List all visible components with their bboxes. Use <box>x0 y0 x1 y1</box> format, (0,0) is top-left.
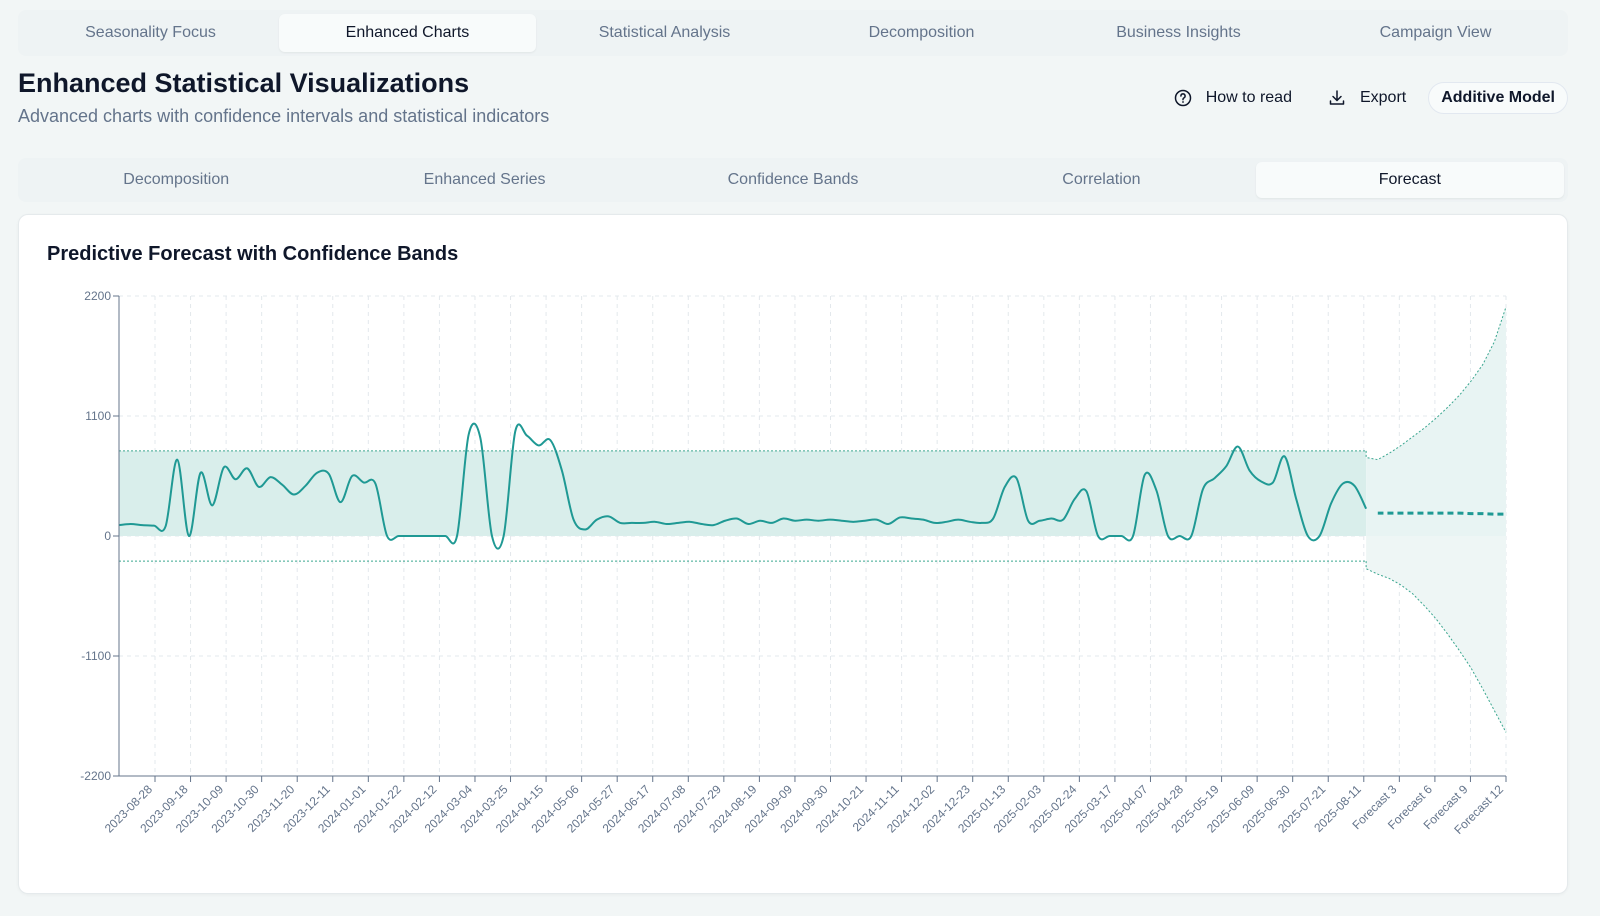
subtab-correlation[interactable]: Correlation <box>1062 171 1141 188</box>
subtab-enhanced-series[interactable]: Enhanced Series <box>423 171 546 188</box>
y-tick-label: 1100 <box>85 409 111 423</box>
forecast-series-line <box>1377 511 1506 516</box>
forecast-upper-bound-line <box>1365 306 1507 461</box>
how-to-read-label: How to read <box>1205 89 1292 106</box>
confidence-band-forecast-upper <box>1366 306 1506 536</box>
y-tick-label: -1100 <box>81 649 111 663</box>
y-tick-label: 0 <box>104 529 111 543</box>
top-tab-bar: Seasonality Focus Enhanced Charts Statisti… <box>18 10 1568 56</box>
tab-business-insights[interactable]: Business Insights <box>1116 24 1241 41</box>
model-badge[interactable]: Additive Model <box>1428 82 1568 114</box>
tab-seasonality-focus[interactable]: Seasonality Focus <box>85 24 216 41</box>
header-actions: How to read Export Additive Model <box>1160 82 1568 114</box>
chart-title: Predictive Forecast with Confidence Band… <box>47 243 459 265</box>
help-circle-icon <box>1174 89 1192 107</box>
forecast-chart-card: Predictive Forecast with Confidence Band… <box>18 214 1568 894</box>
subtab-confidence-bands[interactable]: Confidence Bands <box>727 171 859 188</box>
chart-tab-bar: Decomposition Enhanced Series Confidence B… <box>18 158 1568 202</box>
tab-statistical-analysis[interactable]: Statistical Analysis <box>598 24 731 41</box>
tab-campaign-view[interactable]: Campaign View <box>1379 24 1492 41</box>
download-icon <box>1328 89 1346 107</box>
y-tick-label: -2200 <box>80 769 111 783</box>
how-to-read-button[interactable]: How to read <box>1160 82 1306 114</box>
export-label: Export <box>1359 89 1407 106</box>
subtab-forecast[interactable]: Forecast <box>1255 162 1565 198</box>
confidence-band-historical-upper <box>119 450 1367 536</box>
page-title: Enhanced Statistical Visualizations <box>18 68 470 98</box>
y-tick-label: 2200 <box>84 289 111 303</box>
historical-series-line <box>118 422 1368 550</box>
page-subtitle: Advanced charts with confidence interval… <box>18 106 550 126</box>
forecast-chart: 220011000-1100-22002023-08-282023-09-182… <box>80 289 1507 837</box>
export-button[interactable]: Export <box>1314 82 1420 114</box>
confidence-band-forecast-lower <box>1366 536 1506 733</box>
tab-decomposition[interactable]: Decomposition <box>868 24 975 41</box>
subtab-decomposition[interactable]: Decomposition <box>123 171 230 188</box>
tab-enhanced-charts[interactable]: Enhanced Charts <box>279 14 536 52</box>
